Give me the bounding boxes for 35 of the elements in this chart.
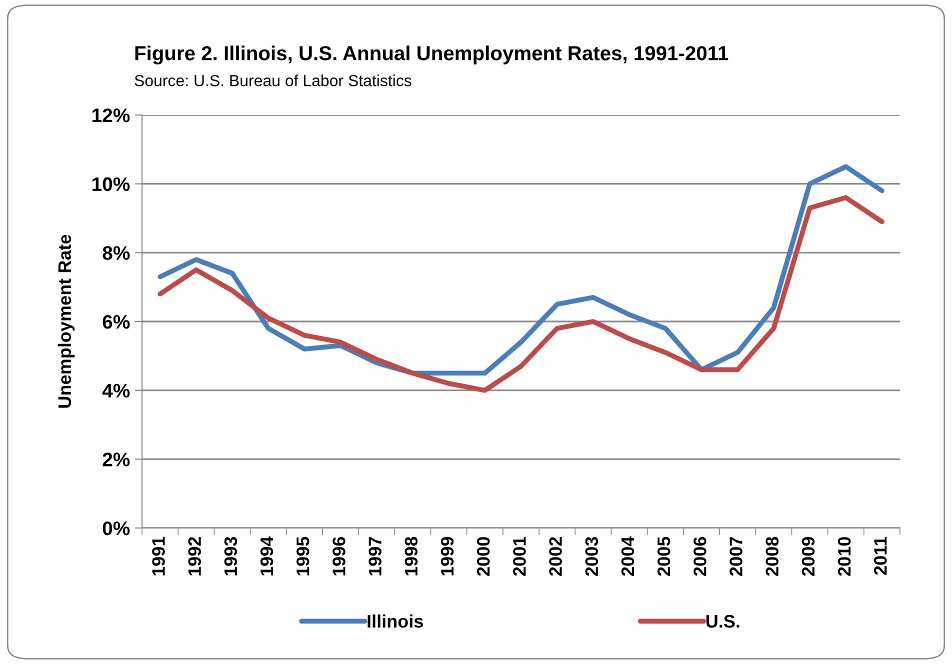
x-tick-label: 2008	[766, 536, 779, 576]
y-tick-label: 2%	[102, 452, 130, 466]
y-axis-title: Unemployment Rate	[58, 234, 75, 408]
x-tick-label: 2002	[549, 537, 562, 576]
legend-label: U.S.	[706, 614, 740, 628]
x-tick-label: 1998	[404, 536, 418, 576]
y-tick-label: 6%	[102, 314, 130, 329]
chart-title: Figure 2. Illinois, U.S. Annual Unemployment Rates, 1991-2011	[135, 46, 728, 64]
x-tick-label: 2003	[585, 536, 598, 576]
x-tick-label: 1991	[152, 536, 165, 576]
x-tick-label: 2010	[838, 537, 851, 576]
x-tick-label: 1993	[224, 536, 238, 576]
x-tick-label: 2007	[730, 537, 742, 576]
legend-label: Illinois	[368, 614, 423, 628]
y-tick-label: 10%	[92, 177, 130, 192]
y-tick-label: 8%	[102, 246, 130, 260]
line-series	[158, 164, 884, 376]
x-tick-label: 1996	[332, 536, 346, 576]
x-tick-label: 1999	[440, 537, 454, 576]
y-tick-label: 12%	[92, 108, 130, 122]
y-tick-label: 0%	[102, 521, 130, 536]
chart-subtitle: Source: U.S. Bureau of Labor Statistics	[134, 74, 412, 86]
x-tick-label: 1992	[188, 537, 201, 576]
x-tick-label: 1995	[296, 536, 310, 576]
y-tick-label: 4%	[102, 384, 130, 398]
x-tick-label: 2000	[476, 537, 490, 576]
x-tick-label: 1997	[368, 537, 382, 576]
x-tick-label: 2001	[513, 536, 526, 576]
x-tick-label: 2006	[694, 536, 706, 576]
line-series	[158, 195, 884, 393]
x-tick-label: 2011	[874, 536, 887, 575]
x-tick-label: 2005	[657, 536, 670, 576]
x-tick-label: 2004	[621, 536, 634, 576]
x-tick-label: 2009	[802, 537, 815, 576]
x-tick-label: 1994	[260, 536, 274, 576]
